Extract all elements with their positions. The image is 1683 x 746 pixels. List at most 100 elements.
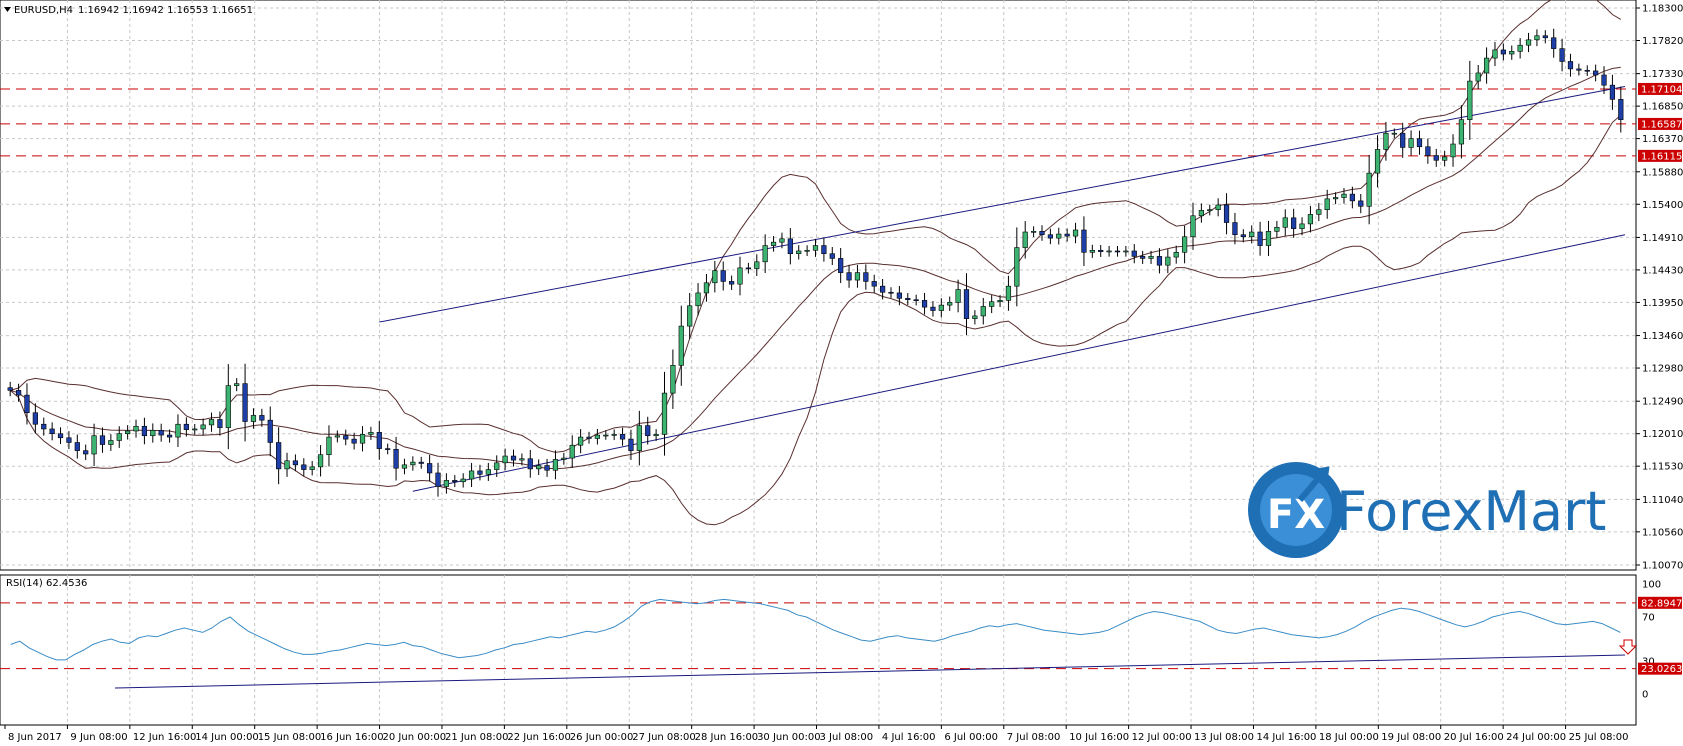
time-tick-label: 12 Jun 16:00 — [133, 732, 197, 743]
price-axis: 1.18300 1.17820 1.17330 1.16850 1.16370 1.158… — [1636, 4, 1683, 572]
rsi-scale-label: 30 — [1642, 657, 1655, 668]
bull-candle — [1316, 209, 1322, 215]
bear-candle — [1416, 138, 1423, 148]
price-level-label: 1.16587 — [1641, 119, 1682, 130]
bull-candle — [1190, 215, 1196, 238]
bull-candle — [1408, 138, 1414, 148]
price-grid — [0, 0, 1636, 570]
bear-candle — [619, 434, 626, 440]
bear-candle — [1593, 70, 1599, 76]
bull-candle — [1274, 226, 1280, 232]
ohlc-label: 1.16942 1.16942 1.16553 1.16651 — [78, 5, 253, 16]
time-tick-label: 20 Jul 16:00 — [1444, 732, 1504, 743]
bear-candle — [510, 455, 517, 461]
price-tick-label: 1.15400 — [1642, 200, 1683, 211]
bull-candle — [234, 383, 240, 386]
bull-candle — [1022, 231, 1028, 248]
time-tick-label: 4 Jul 16:00 — [882, 732, 936, 743]
time-tick-label: 6 Jul 00:00 — [944, 732, 998, 743]
bear-candle — [880, 285, 886, 293]
bear-candle — [1500, 49, 1506, 55]
bear-candle — [1559, 48, 1565, 62]
bull-candle — [603, 434, 609, 437]
bull-candle — [687, 305, 693, 327]
price-level-label: 1.16115 — [1641, 151, 1682, 162]
bull-candle — [1072, 229, 1079, 237]
bear-candle — [66, 437, 72, 443]
bull-candle — [1492, 49, 1498, 59]
bull-candle — [1391, 132, 1397, 135]
bull-candle — [695, 292, 701, 307]
bear-candle — [1140, 256, 1146, 259]
bear-candle — [628, 438, 634, 451]
bull-candle — [192, 428, 198, 431]
bull-candle — [502, 455, 508, 464]
bull-candle — [812, 245, 819, 251]
bear-candle — [821, 245, 827, 254]
bull-candle — [1366, 172, 1372, 207]
bull-candle — [1341, 193, 1347, 198]
bull-candle — [1215, 204, 1221, 210]
time-tick-label: 20 Jun 00:00 — [383, 732, 447, 743]
bull-candle — [1383, 132, 1389, 150]
bear-candle — [376, 432, 382, 449]
price-tick-label: 1.14910 — [1642, 233, 1683, 244]
bull-candle — [468, 470, 475, 480]
bear-candle — [57, 433, 64, 439]
time-tick-label: 14 Jul 16:00 — [1256, 732, 1316, 743]
bull-candle — [770, 241, 777, 246]
bear-candle — [1400, 132, 1406, 148]
bull-candle — [1525, 39, 1532, 46]
price-tick-label: 1.15880 — [1642, 167, 1683, 178]
bull-candle — [762, 245, 768, 263]
bull-candle — [91, 435, 97, 455]
bull-candle — [1173, 252, 1179, 258]
bear-candle — [846, 272, 852, 281]
bear-candle — [1609, 84, 1616, 100]
bear-candle — [1425, 146, 1431, 156]
bull-candle — [359, 434, 366, 444]
time-tick-label: 26 Jun 00:00 — [570, 732, 634, 743]
bull-candle — [989, 301, 995, 307]
rsi-level-label: 23.0263 — [1641, 664, 1682, 675]
time-tick-label: 14 Jun 00:00 — [195, 732, 259, 743]
bull-candle — [569, 444, 575, 459]
bull-candle — [1332, 197, 1339, 200]
bear-candle — [99, 435, 106, 445]
bear-candle — [1601, 74, 1607, 86]
bull-candle — [955, 289, 961, 303]
bull-candle — [225, 385, 231, 428]
bull-candle — [1106, 250, 1112, 253]
bull-candle — [1458, 119, 1465, 145]
price-tick-label: 1.10070 — [1642, 561, 1683, 572]
price-level-box — [1638, 149, 1682, 162]
bull-candle — [1030, 231, 1037, 233]
bull-candle — [1056, 233, 1062, 239]
bollinger-middle — [10, 66, 1621, 470]
bear-candle — [242, 383, 248, 422]
time-tick-label: 8 Jun 2017 — [8, 732, 62, 743]
rsi-scale-label: 0 — [1642, 690, 1648, 701]
rsi-level-box — [1638, 662, 1682, 675]
price-tick-label: 1.14430 — [1642, 265, 1683, 276]
brand-name: ForexMart — [1336, 480, 1606, 543]
time-tick-label: 18 Jul 00:00 — [1319, 732, 1379, 743]
channel-lower-line — [412, 234, 1626, 492]
bull-candle — [175, 423, 181, 438]
time-tick-label: 13 Jul 08:00 — [1194, 732, 1254, 743]
bull-candle — [1509, 51, 1515, 55]
shift-arrow-icon[interactable] — [1618, 639, 1638, 655]
collapse-triangle-icon[interactable] — [4, 7, 11, 12]
price-tick-label: 1.11530 — [1642, 462, 1683, 473]
price-tick-label: 1.18300 — [1642, 4, 1683, 15]
time-tick-label: 3 Jul 08:00 — [820, 732, 874, 743]
bull-candle — [485, 469, 491, 475]
bull-candle — [947, 302, 953, 306]
bear-candle — [435, 472, 441, 487]
bear-candle — [477, 470, 483, 475]
bear-candle — [1618, 99, 1624, 120]
bear-candle — [385, 448, 391, 450]
price-tick-label: 1.12010 — [1642, 429, 1683, 440]
